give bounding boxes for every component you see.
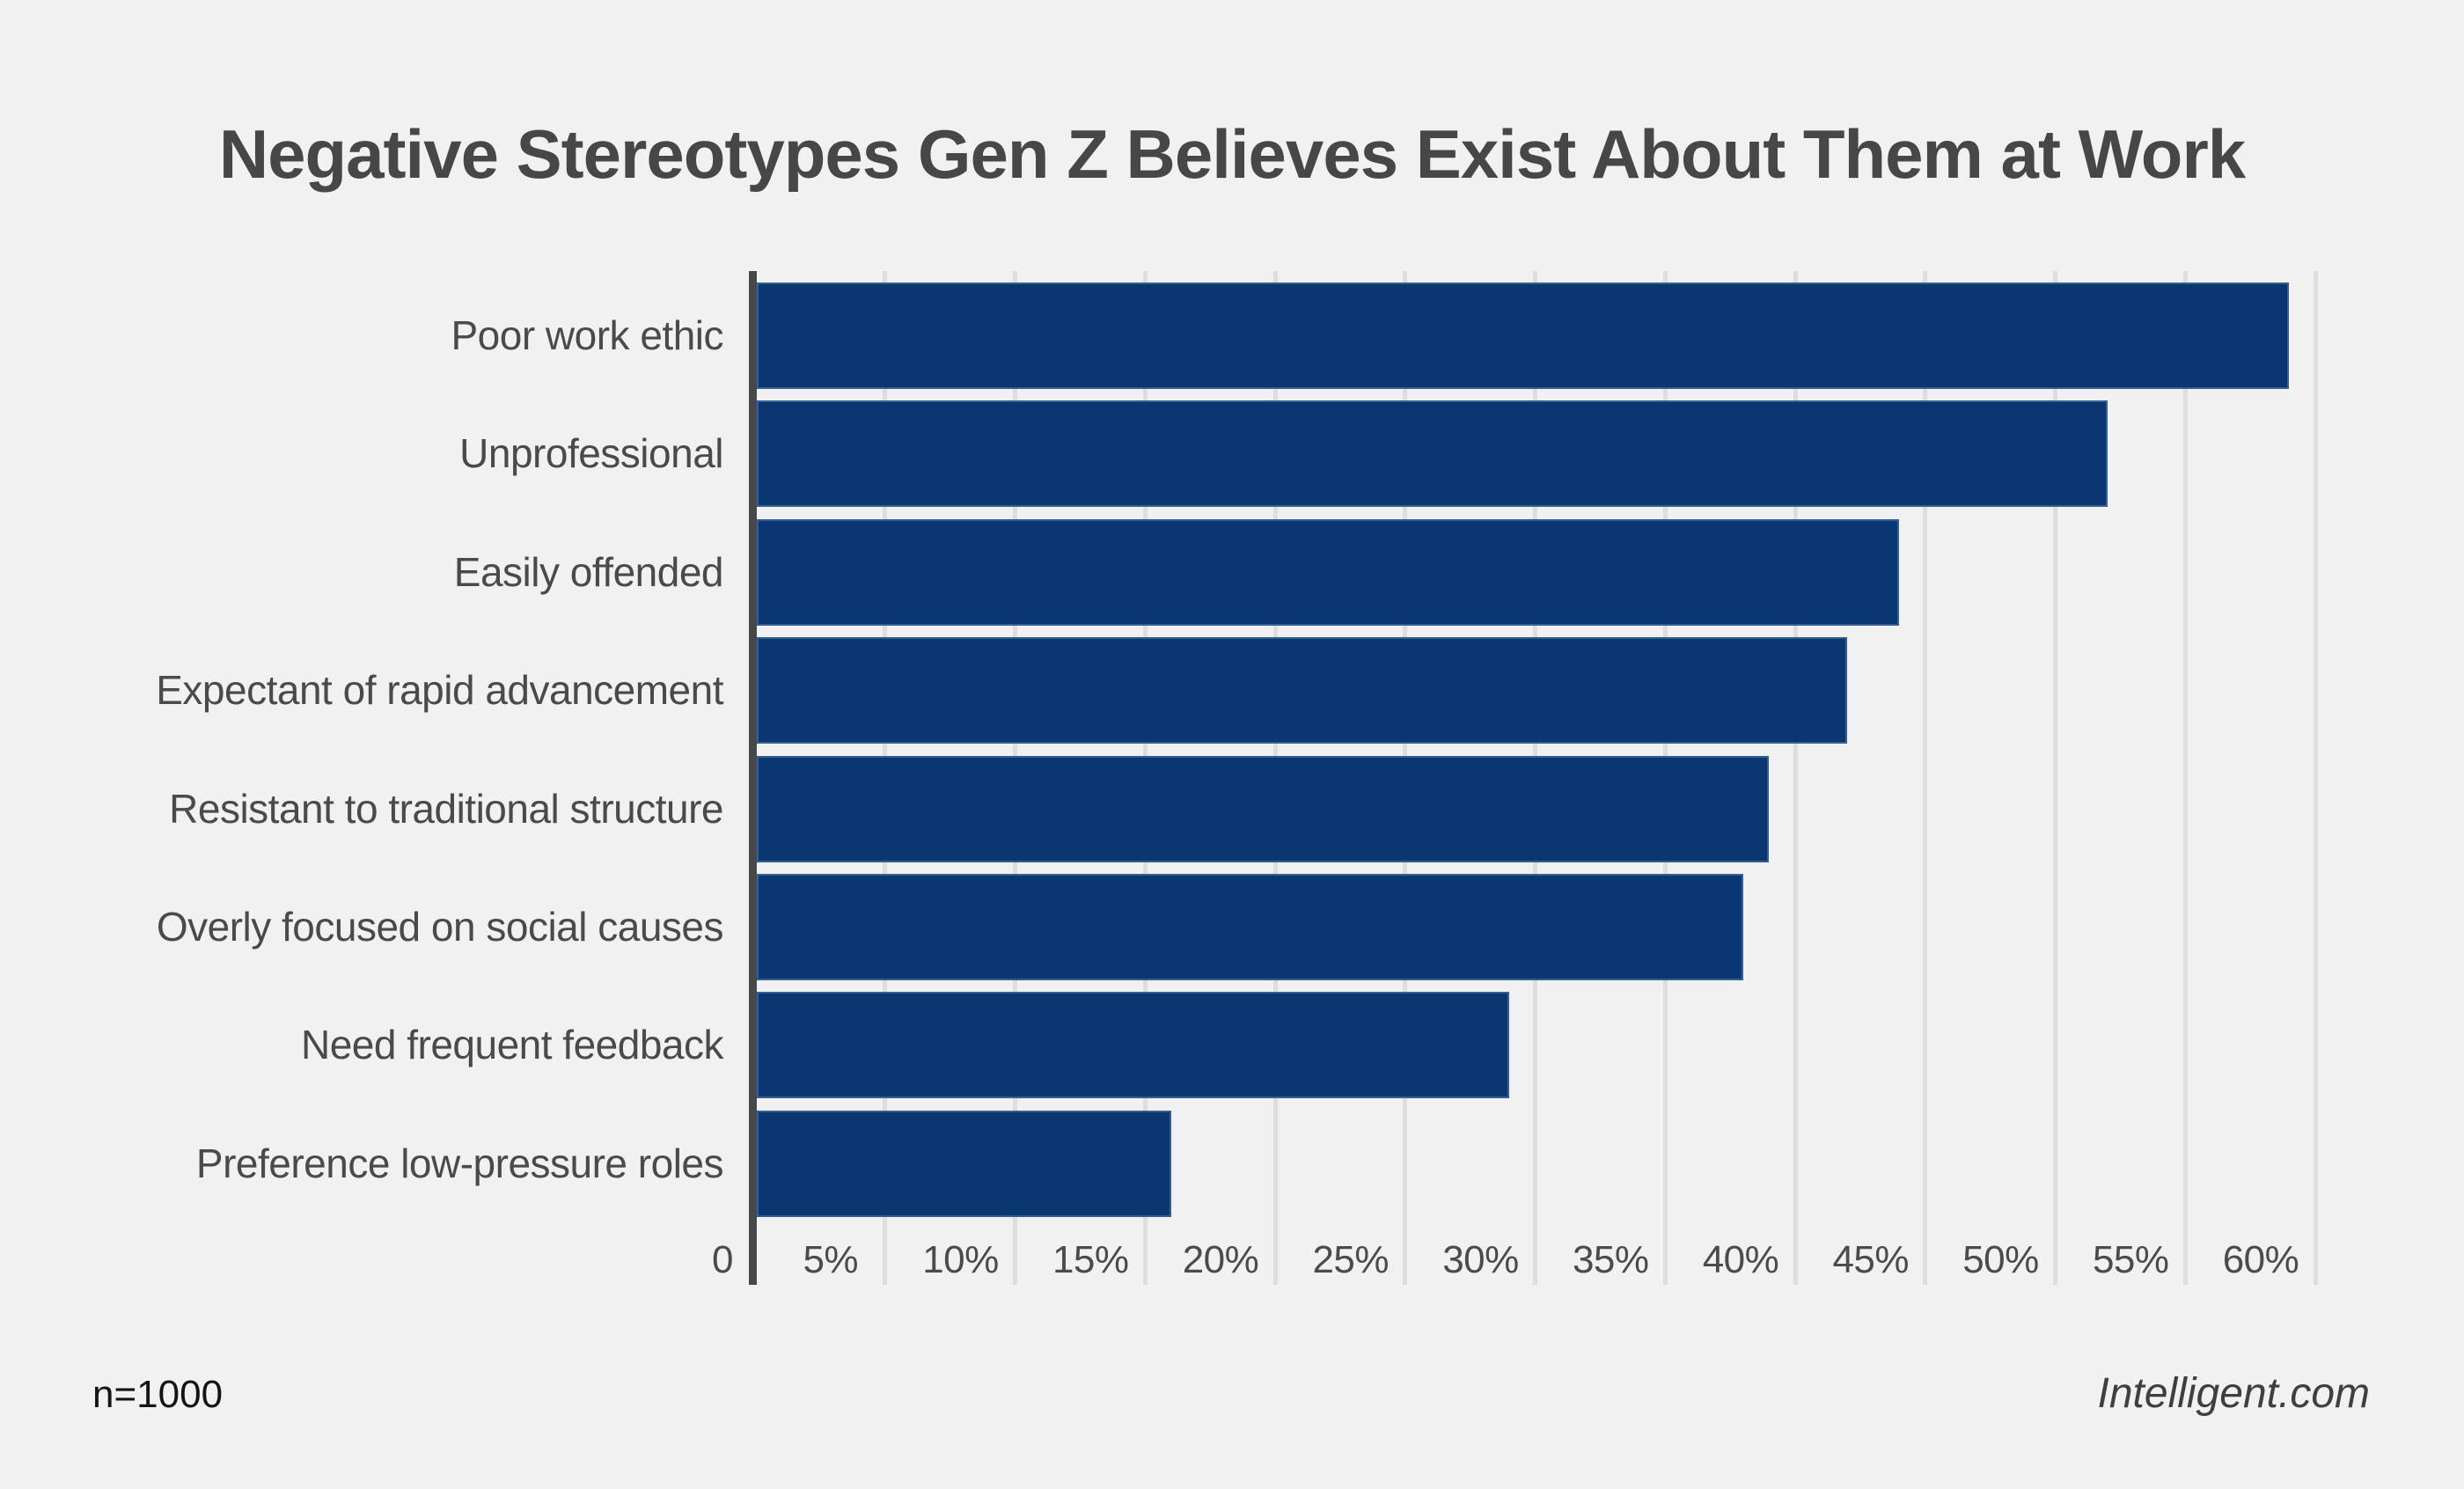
bar-poor-work-ethic: [757, 282, 2290, 389]
source-credit: Intelligent.com: [2097, 1370, 2371, 1417]
category-label-unprofessional: Unprofessional: [459, 430, 723, 477]
x-tick-label-45pct: 45%: [1832, 1238, 1910, 1281]
x-tick-label-10pct: 10%: [922, 1238, 999, 1281]
y-axis-line: [749, 271, 757, 1285]
bar-overly-focused-on-social-causes: [757, 874, 1743, 980]
x-tick-label-60pct: 60%: [2222, 1238, 2299, 1281]
category-label-poor-work-ethic: Poor work ethic: [451, 312, 723, 358]
gridline: [2313, 271, 2318, 1285]
x-tick-label-20pct: 20%: [1182, 1238, 1259, 1281]
gridline: [2182, 271, 2188, 1285]
x-tick-label-55pct: 55%: [2092, 1238, 2169, 1281]
x-tick-label-15pct: 15%: [1052, 1238, 1129, 1281]
bar-easily-offended: [757, 518, 1900, 626]
x-tick-label-35pct: 35%: [1572, 1238, 1649, 1281]
x-tick-label-25pct: 25%: [1312, 1238, 1390, 1281]
x-tick-label-50pct: 50%: [1962, 1238, 2039, 1281]
x-tick-label-0: 0: [712, 1238, 733, 1281]
sample-size-note: n=1000: [92, 1373, 224, 1416]
x-tick-label-40pct: 40%: [1702, 1238, 1779, 1281]
category-label-expectant-of-rapid-advancement: Expectant of rapid advancement: [156, 667, 723, 714]
chart-title: Negative Stereotypes Gen Z Believes Exis…: [218, 115, 2246, 193]
bar-preference-low-pressure-roles: [757, 1110, 1171, 1217]
gridline: [1923, 271, 1928, 1285]
gridline: [1793, 271, 1798, 1285]
x-tick-label-5pct: 5%: [803, 1238, 859, 1281]
category-label-preference-low-pressure-roles: Preference low-pressure roles: [195, 1140, 724, 1186]
bar-need-frequent-feedback: [757, 992, 1509, 1099]
bar-unprofessional: [757, 400, 2108, 508]
category-label-need-frequent-feedback: Need frequent feedback: [300, 1022, 724, 1068]
x-tick-label-30pct: 30%: [1442, 1238, 1519, 1281]
category-label-overly-focused-on-social-causes: Overly focused on social causes: [156, 904, 724, 950]
gridline: [2053, 271, 2057, 1285]
bar-resistant-to-traditional-structure: [757, 755, 1770, 862]
category-label-resistant-to-traditional-structure: Resistant to traditional structure: [169, 785, 723, 832]
category-label-easily-offended: Easily offended: [453, 548, 724, 595]
bar-expectant-of-rapid-advancement: [757, 637, 1848, 744]
